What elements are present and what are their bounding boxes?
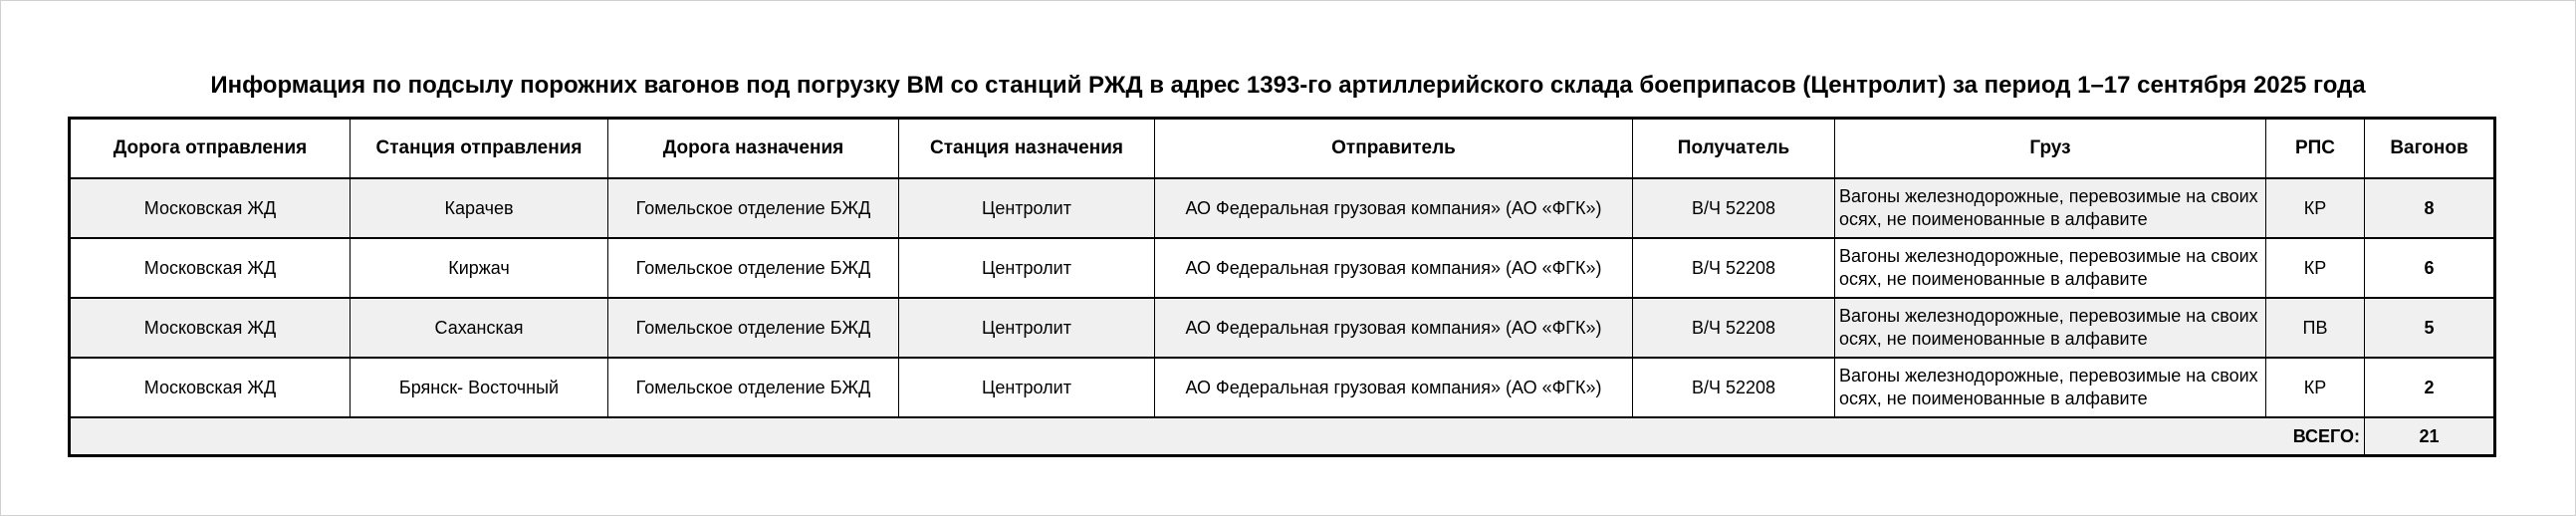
cell-rps: ПВ <box>2265 297 2365 359</box>
cell-destination-road: Гомельское отделение БЖД <box>607 237 899 299</box>
cell-departure-road: Московская ЖД <box>69 297 351 359</box>
header-destination-road: Дорога назначения <box>607 118 899 179</box>
header-rps: РПС <box>2265 118 2365 179</box>
table-row: Московская ЖД Брянск- Восточный Гомельское… <box>69 357 2495 418</box>
total-row: ВСЕГО: 21 <box>69 416 2495 456</box>
cell-destination-station: Центролит <box>898 177 1155 239</box>
table-row: Московская ЖД Карачев Гомельское отделение… <box>69 177 2495 239</box>
cell-destination-station: Центролит <box>898 297 1155 359</box>
cell-rps: КР <box>2265 177 2365 239</box>
cell-cargo: Вагоны железнодорожные, перевозимые на с… <box>1834 177 2266 239</box>
cell-wagons: 8 <box>2364 177 2495 239</box>
document-title: Информация по подсылу порожних вагонов п… <box>210 72 2366 99</box>
cell-departure-station: Брянск- Восточный <box>350 357 608 418</box>
table-row: Московская ЖД Киржач Гомельское отделение … <box>69 237 2495 299</box>
cell-sender: АО Федеральная грузовая компания» (АО «Ф… <box>1154 357 1633 418</box>
header-wagons: Вагонов <box>2364 118 2495 179</box>
cell-wagons: 5 <box>2364 297 2495 359</box>
cell-departure-station: Киржач <box>350 237 608 299</box>
cell-rps: КР <box>2265 237 2365 299</box>
cell-destination-station: Центролит <box>898 357 1155 418</box>
cell-destination-station: Центролит <box>898 237 1155 299</box>
cell-cargo: Вагоны железнодорожные, перевозимые на с… <box>1834 297 2266 359</box>
cell-departure-road: Московская ЖД <box>69 237 351 299</box>
wagons-table: Дорога отправления Станция отправления Д… <box>68 117 2496 457</box>
cell-sender: АО Федеральная грузовая компания» (АО «Ф… <box>1154 297 1633 359</box>
cell-cargo: Вагоны железнодорожные, перевозимые на с… <box>1834 237 2266 299</box>
total-label: ВСЕГО: <box>69 416 2365 456</box>
total-value: 21 <box>2364 416 2495 456</box>
cell-wagons: 6 <box>2364 237 2495 299</box>
cell-departure-road: Московская ЖД <box>69 357 351 418</box>
cell-departure-station: Карачев <box>350 177 608 239</box>
header-cargo: Груз <box>1834 118 2266 179</box>
cell-receiver: В/Ч 52208 <box>1632 177 1835 239</box>
table-row: Московская ЖД Саханская Гомельское отделен… <box>69 297 2495 359</box>
cell-receiver: В/Ч 52208 <box>1632 297 1835 359</box>
cell-cargo: Вагоны железнодорожные, перевозимые на с… <box>1834 357 2266 418</box>
header-destination-station: Станция назначения <box>898 118 1155 179</box>
cell-receiver: В/Ч 52208 <box>1632 357 1835 418</box>
cell-rps: КР <box>2265 357 2365 418</box>
header-receiver: Получатель <box>1632 118 1835 179</box>
cell-destination-road: Гомельское отделение БЖД <box>607 357 899 418</box>
header-sender: Отправитель <box>1154 118 1633 179</box>
cell-destination-road: Гомельское отделение БЖД <box>607 177 899 239</box>
cell-wagons: 2 <box>2364 357 2495 418</box>
cell-receiver: В/Ч 52208 <box>1632 237 1835 299</box>
header-departure-road: Дорога отправления <box>69 118 351 179</box>
header-departure-station: Станция отправления <box>350 118 608 179</box>
cell-departure-road: Московская ЖД <box>69 177 351 239</box>
cell-sender: АО Федеральная грузовая компания» (АО «Ф… <box>1154 237 1633 299</box>
cell-departure-station: Саханская <box>350 297 608 359</box>
header-row: Дорога отправления Станция отправления Д… <box>69 118 2495 179</box>
cell-sender: АО Федеральная грузовая компания» (АО «Ф… <box>1154 177 1633 239</box>
cell-destination-road: Гомельское отделение БЖД <box>607 297 899 359</box>
